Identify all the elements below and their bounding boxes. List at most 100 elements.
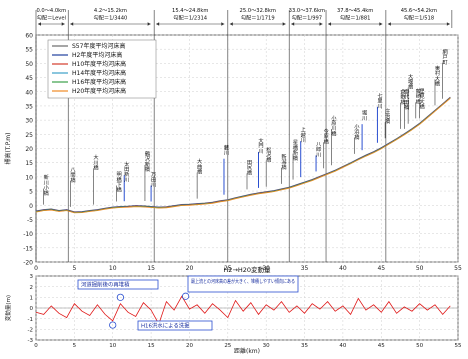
x-tick-label: 55 — [455, 343, 462, 349]
section-slope-label: 勾配＝1/1719 — [241, 14, 275, 22]
x-tick-label: 50 — [416, 343, 423, 349]
legend-label: H2年度平均河床高 — [72, 51, 122, 59]
bridge-annotation-label: 大堰橋 — [407, 72, 413, 90]
section-slope-label: 勾配＝Level — [37, 14, 66, 22]
section-range-label: 33.0〜37.6km — [289, 8, 325, 14]
bridge-annotation-label: 八間橋 — [69, 167, 75, 184]
x-tick-label: 35 — [301, 343, 308, 349]
section-slope-label: 勾配＝1/2314 — [173, 14, 208, 22]
callout-marker — [116, 293, 125, 301]
section-slope-label: 勾配＝1/997 — [292, 14, 323, 22]
x-axis-label: 距離(km) — [234, 347, 260, 355]
bridge-annotation-label: 太田新川 — [123, 160, 129, 183]
bridge-annotation-label: 大門川 — [258, 136, 264, 153]
section-slope-label: 勾配＝1/518 — [404, 14, 435, 22]
callout-box — [187, 275, 299, 293]
x-tick-label: 45 — [378, 343, 385, 349]
y-tick-label: -1 — [28, 317, 33, 323]
y-tick-label: 3 — [30, 274, 34, 280]
section-arrow-right — [221, 22, 225, 26]
x-tick-label: 5 — [72, 265, 76, 272]
elevation-profile-chart: -20 -15 -10 -5 0 5 10 15 20 25 30 35 40 45 50 55 60 0 5 10 1… — [4, 8, 462, 272]
y-tick-label: -2 — [28, 328, 33, 334]
bottom-chart-title: H2→H20変動量 — [223, 265, 271, 274]
y-tick-label: 0 — [29, 203, 33, 210]
y-tick-label: 50 — [25, 61, 33, 68]
y-tick-label: 40 — [25, 89, 33, 96]
callout-box — [77, 279, 159, 290]
y-axis-label: 変動量(m) — [4, 295, 12, 321]
bridge-annotation-label: 大曲橋 — [196, 157, 202, 175]
bridge-annotation-label: 田尻橋 — [246, 159, 252, 176]
bridge-annotation-label: 小浜橋 — [353, 122, 359, 140]
callout-text: H16洪水による洗掘 — [141, 322, 190, 330]
section-slope-label: 勾配＝1/881 — [340, 14, 371, 22]
section-arrow-right — [379, 22, 383, 26]
bridge-annotation-label: 七里川 — [376, 91, 382, 108]
section-range-label: 45.6〜54.2km — [401, 8, 437, 14]
y-tick-label: 35 — [25, 103, 33, 110]
x-tick-label: 40 — [339, 343, 346, 349]
x-tick-label: 30 — [262, 265, 270, 272]
callout-marker — [182, 292, 190, 300]
section-arrow-right — [61, 22, 65, 26]
bridge-annotation-label: 里見大橋 — [418, 88, 424, 111]
y-tick-label: -20 — [23, 260, 33, 267]
bridge-annotation-label: 新潟橋 — [280, 153, 286, 171]
section-arrow-right — [446, 22, 450, 26]
x-tick-label: 15 — [147, 265, 155, 272]
y-tick-label: -5 — [27, 217, 33, 224]
x-tick-label: 5 — [73, 343, 77, 349]
y-tick-label: 10 — [25, 174, 33, 181]
y-tick-label: 5 — [29, 189, 33, 196]
x-tick-label: 15 — [148, 343, 155, 349]
section-arrow-left — [38, 22, 41, 26]
section-slope-label: 勾配＝1/3440 — [94, 14, 128, 22]
bridge-annotation-label: 東村大橋 — [434, 64, 440, 88]
x-tick-label: 25 — [224, 343, 231, 349]
section-range-label: 4.2〜15.2km — [94, 8, 127, 14]
y-tick-label: 30 — [25, 118, 33, 125]
x-tick-label: 10 — [109, 265, 117, 272]
section-range-label: 37.8〜45.4km — [337, 8, 373, 14]
bridge-annotation-label: 松沢橋 — [265, 145, 271, 163]
callout-box — [137, 320, 213, 331]
x-tick-label: 40 — [339, 265, 347, 272]
y-tick-label: 25 — [25, 132, 33, 139]
bridge-annotation-label: 堀川 — [361, 109, 367, 121]
bridge-annotation-label: 大川橋 — [92, 153, 98, 171]
section-arrow-right — [147, 22, 151, 26]
bridge-annotation-label: 網戸町 — [442, 47, 448, 64]
section-range-label: 25.0〜32.8km — [240, 8, 276, 14]
x-tick-label: 0 — [34, 343, 38, 349]
section-arrow-left — [328, 22, 332, 26]
bridge-annotation-label: 上越川 — [299, 126, 305, 143]
bridge-annotation-label: 新川小橋 — [42, 173, 48, 197]
change-series-line — [35, 295, 451, 325]
bridge-annotation-label: 藤崎橋 — [414, 87, 420, 105]
section-arrow-left — [229, 22, 233, 26]
bridge-annotation-label: 倉敷橋 — [399, 87, 405, 105]
section-arrow-left — [156, 22, 160, 26]
y-tick-label: 2 — [30, 285, 34, 291]
section-range-label: 15.4〜24.8km — [172, 8, 208, 14]
y-tick-label: 60 — [25, 33, 33, 40]
callout-text: 河道掘削後の再堆積 — [81, 281, 130, 289]
x-tick-label: 20 — [186, 265, 194, 272]
bridge-annotation-label: 鶴沢新橋 — [144, 150, 150, 174]
legend-label: H14年度平均河床高 — [72, 69, 126, 77]
bridge-annotation-label: 庄治橋 — [384, 107, 390, 125]
bridge-annotation-label: 万田川 — [150, 171, 156, 187]
bridge-annotation-label: 小原川橋 — [330, 114, 336, 138]
y-tick-label: 55 — [25, 47, 33, 54]
y-axis-label: 標高(T.P.m) — [4, 133, 12, 165]
legend-label: H10年度平均河床高 — [72, 60, 126, 68]
x-tick-label: 35 — [301, 265, 309, 272]
bridge-annotation-label: 八郎川 — [315, 141, 321, 157]
callout-marker — [109, 321, 117, 329]
section-arrow-right — [282, 22, 286, 26]
legend-label: H20年度平均河床高 — [72, 87, 126, 95]
